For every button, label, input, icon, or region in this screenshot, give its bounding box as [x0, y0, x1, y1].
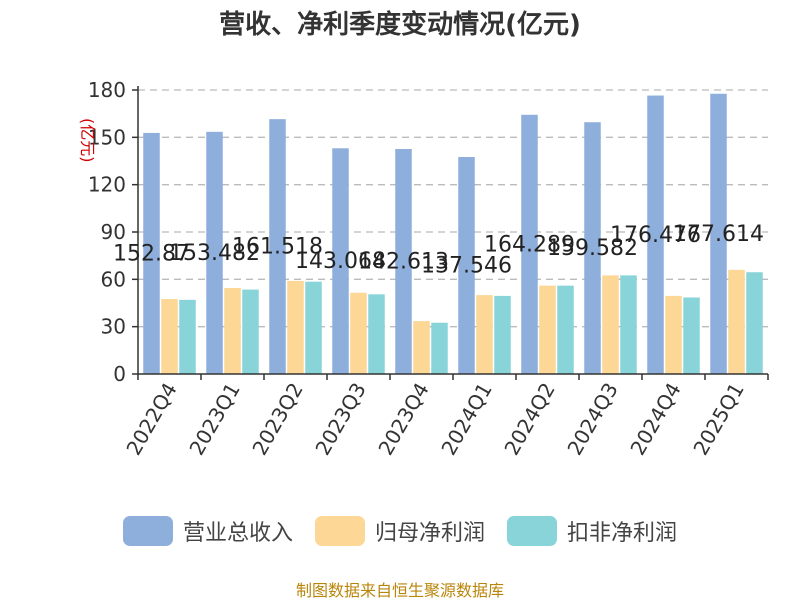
bar-营业总收入-2023Q2	[269, 119, 286, 374]
y-tick-label: 0	[113, 362, 126, 386]
bar-营业总收入-2024Q1	[458, 156, 475, 374]
x-tick-label: 2024Q3	[562, 379, 622, 460]
source-note: 制图数据来自恒生聚源数据库	[295, 581, 504, 600]
data-label-2024Q2: 164.289	[484, 232, 575, 257]
x-tick-label: 2025Q1	[688, 379, 748, 460]
bar-营业总收入-2024Q4	[647, 95, 664, 374]
x-tick-label: 2022Q4	[121, 379, 181, 460]
data-label-2023Q2: 161.518	[232, 235, 323, 260]
bar-归母净利润-2023Q3	[350, 292, 367, 374]
bar-归母净利润-2023Q4	[413, 321, 430, 374]
bar-扣非净利润-2022Q4	[179, 299, 196, 374]
chart-title: 营收、净利季度变动情况(亿元)	[219, 10, 581, 40]
bar-扣非净利润-2023Q1	[242, 289, 259, 374]
data-label-2024Q3: 159.582	[547, 236, 638, 261]
bar-扣非净利润-2024Q3	[620, 275, 637, 374]
bar-归母净利润-2024Q1	[476, 295, 493, 374]
labels-layer: 152.87153.482161.518143.068142.613137.54…	[113, 222, 764, 279]
x-tick-label: 2023Q1	[184, 379, 244, 460]
bar-归母净利润-2022Q4	[161, 299, 178, 374]
x-tick-label: 2023Q3	[310, 379, 370, 460]
y-tick-label: 150	[88, 125, 126, 149]
y-axis-label: (亿元)	[78, 118, 97, 163]
bar-扣非净利润-2024Q4	[683, 297, 700, 374]
bar-归母净利润-2025Q1	[728, 269, 745, 374]
legend-swatch	[122, 516, 173, 546]
x-tick-label: 2024Q2	[499, 379, 559, 460]
legend-label: 扣非净利润	[567, 521, 678, 546]
legend-label: 归母净利润	[374, 521, 485, 546]
bar-营业总收入-2024Q3	[584, 122, 601, 375]
legend-item[interactable]: 扣非净利润	[507, 515, 677, 547]
bar-归母净利润-2024Q2	[539, 285, 556, 374]
data-label-2022Q4: 152.87	[113, 241, 190, 266]
bar-扣非净利润-2023Q3	[368, 294, 385, 374]
bar-归母净利润-2024Q4	[665, 295, 682, 374]
data-label-2024Q4: 176.476	[610, 223, 701, 248]
bar-营业总收入-2023Q4	[395, 148, 412, 374]
legend-label: 营业总收入	[182, 521, 293, 546]
grid-layer	[138, 89, 768, 328]
y-tick-label: 120	[88, 173, 126, 197]
bar-归母净利润-2023Q1	[224, 288, 241, 374]
y-tick-label: 30	[101, 315, 126, 339]
bars-layer	[143, 93, 763, 375]
data-label-2023Q1: 153.482	[169, 241, 260, 266]
bar-归母净利润-2023Q2	[287, 280, 304, 374]
x-tick-label: 2023Q4	[373, 379, 433, 460]
legend-item[interactable]: 营业总收入	[122, 515, 293, 547]
y-tick-label: 90	[101, 220, 126, 244]
data-label-2024Q1: 137.546	[421, 253, 512, 278]
legend: 营业总收入 归母净利润 扣非净利润	[0, 515, 800, 547]
data-label-2025Q1: 177.614	[673, 222, 764, 247]
bar-营业总收入-2024Q2	[521, 114, 538, 375]
legend-item[interactable]: 归母净利润	[314, 515, 485, 547]
data-label-2023Q4: 142.613	[358, 249, 449, 274]
legend-swatch	[314, 516, 365, 546]
bar-营业总收入-2025Q1	[710, 93, 727, 374]
bar-营业总收入-2023Q3	[332, 148, 349, 374]
legend-swatch	[507, 516, 557, 546]
bar-扣非净利润-2024Q2	[557, 285, 574, 374]
bar-归母净利润-2024Q3	[602, 275, 619, 374]
y-tick-label: 180	[88, 78, 126, 102]
x-tick-label: 2023Q2	[247, 379, 307, 460]
bar-扣非净利润-2025Q1	[746, 272, 763, 374]
data-label-2023Q3: 143.068	[295, 249, 386, 274]
x-tick-label: 2024Q1	[436, 379, 496, 460]
bar-扣非净利润-2024Q1	[494, 295, 511, 374]
y-tick-label: 60	[101, 267, 126, 291]
bar-营业总收入-2022Q4	[143, 132, 160, 374]
x-tick-label: 2024Q4	[625, 379, 685, 460]
bar-营业总收入-2023Q1	[206, 131, 223, 374]
bar-扣非净利润-2023Q2	[305, 281, 322, 374]
bar-扣非净利润-2023Q4	[431, 322, 448, 374]
